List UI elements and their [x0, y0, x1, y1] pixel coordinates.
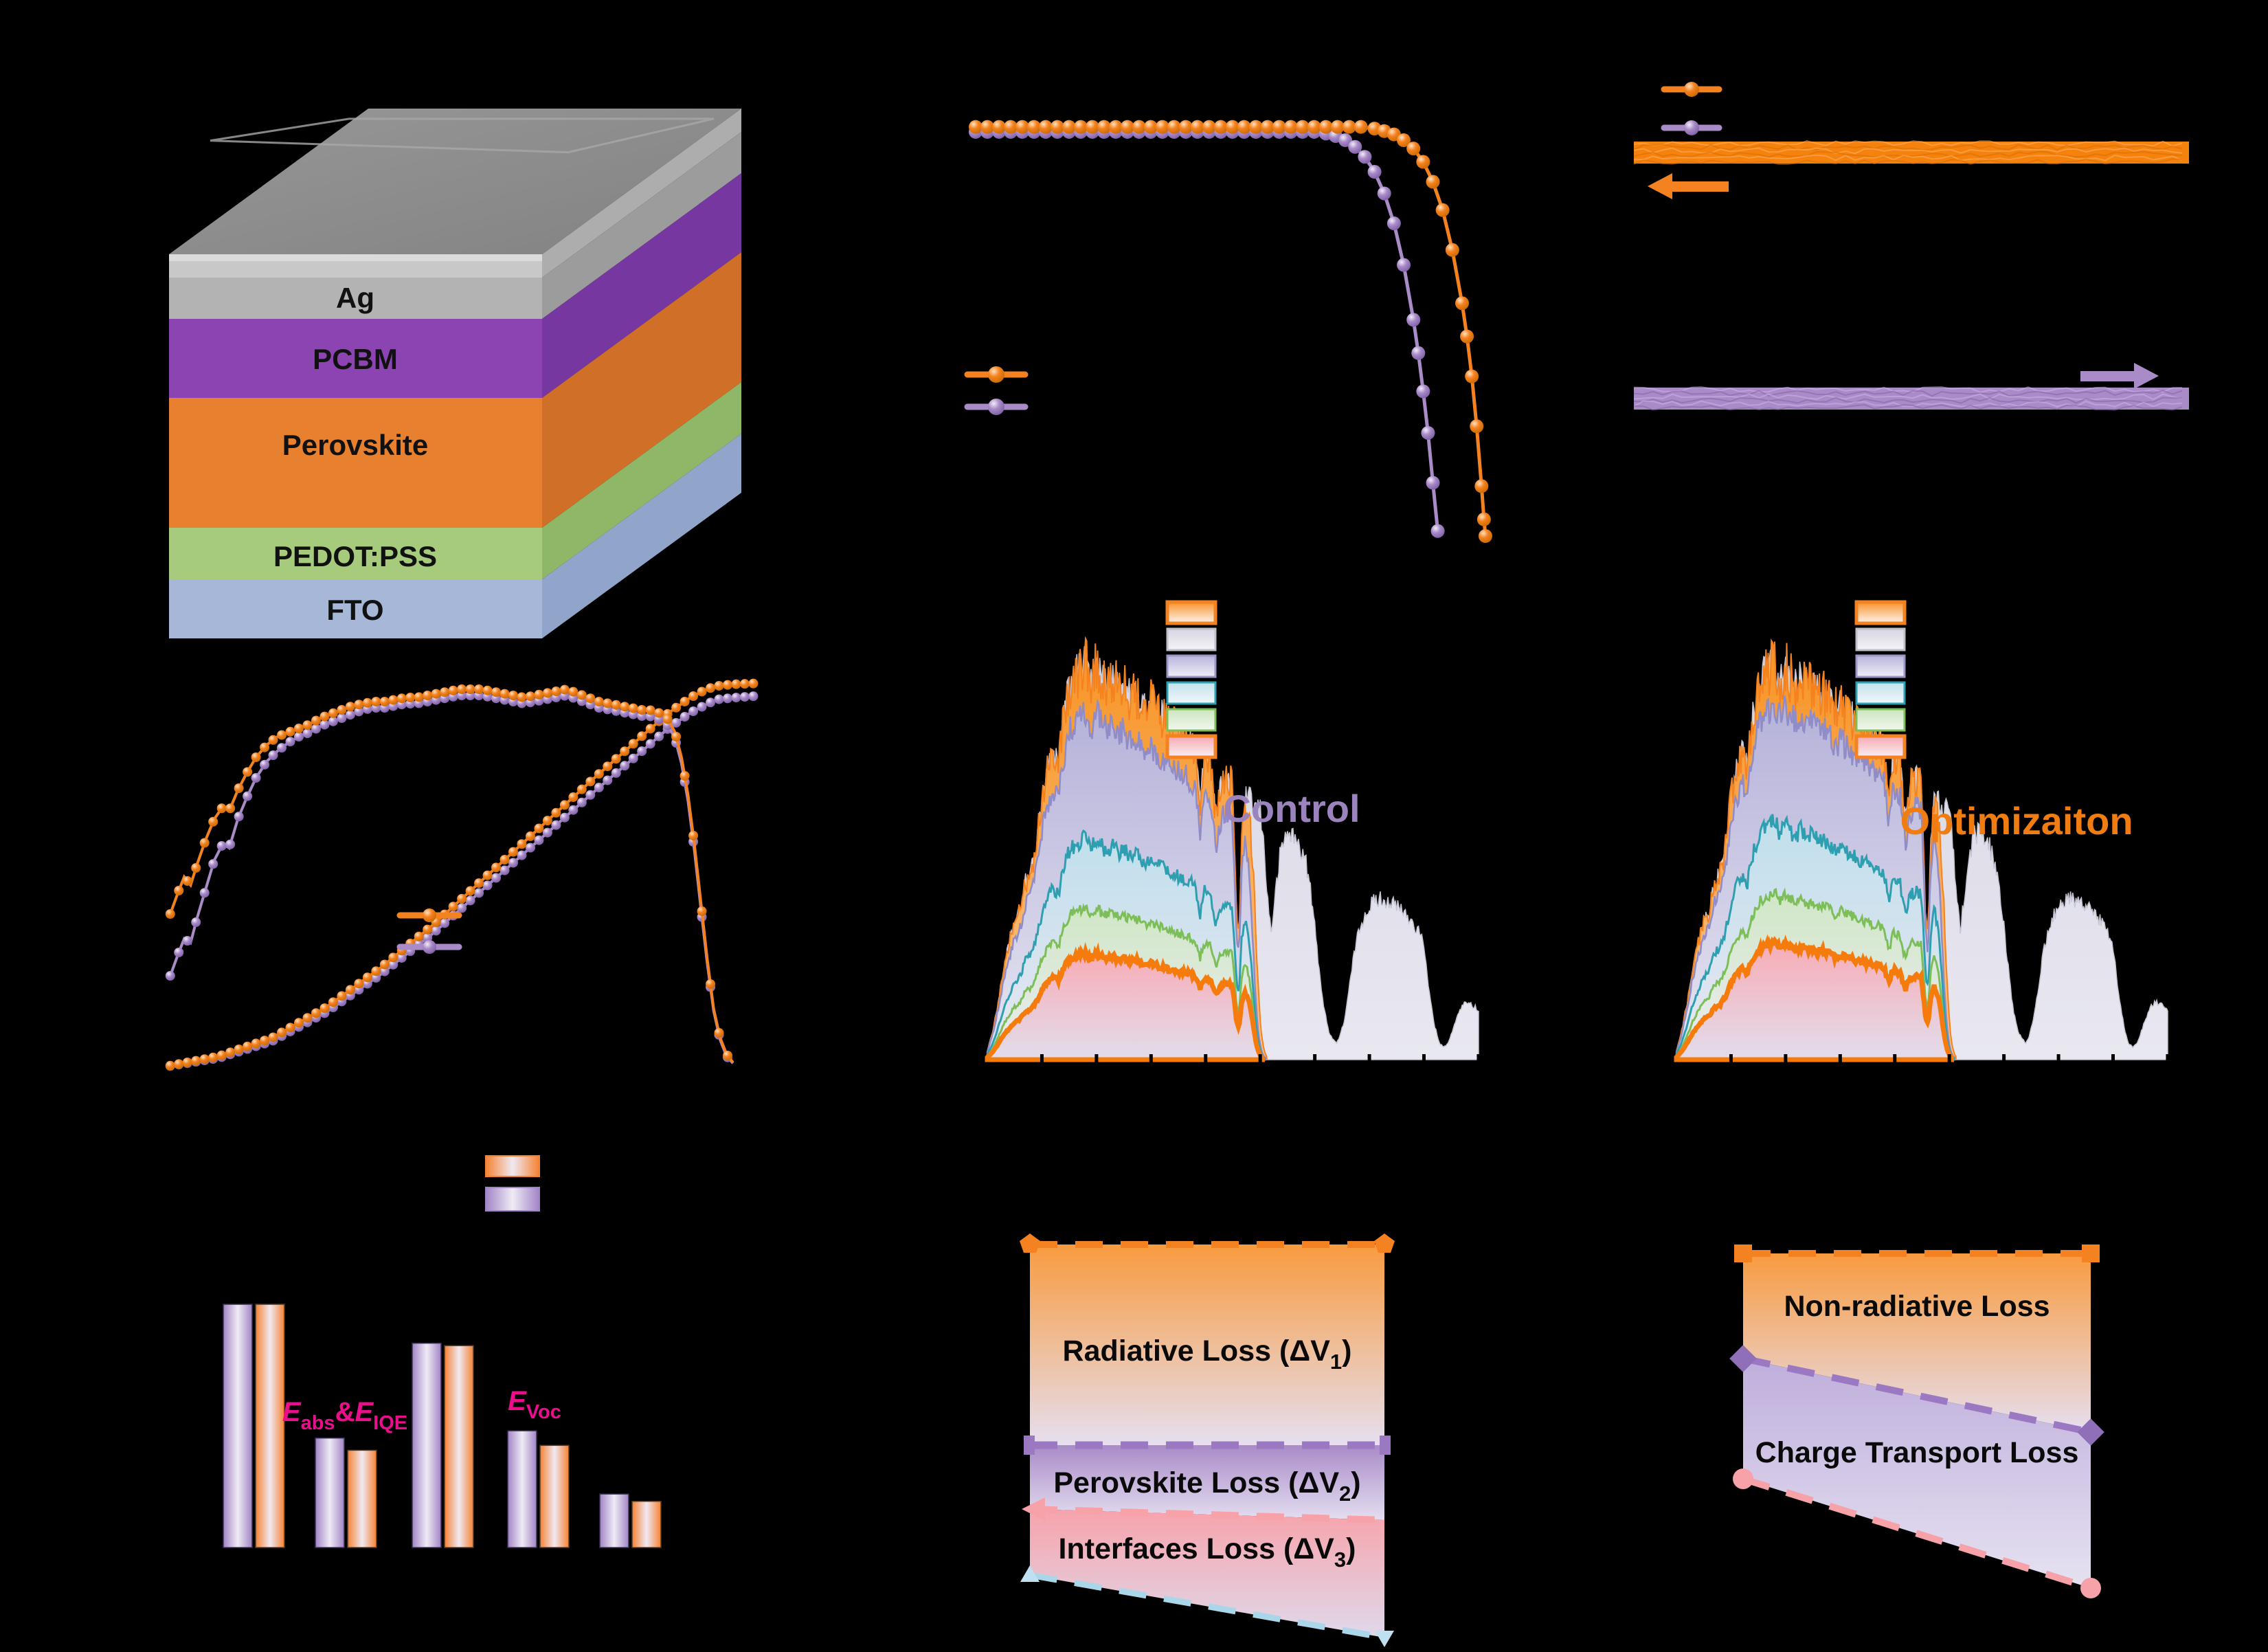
panel-loss-right: Non-radiative Loss Charge Transport Loss	[1729, 1244, 2104, 1598]
spectrum-output-area	[985, 941, 1265, 1062]
left-direction-arrow	[1648, 173, 1672, 199]
label-perovskite-loss: Perovskite Loss (ΔV2)	[1053, 1466, 1360, 1506]
bottom-line	[1029, 1572, 1385, 1641]
panel-stability-bands	[1633, 82, 2189, 411]
eqe-curve-control	[168, 693, 734, 1064]
transport-bottom-line	[1742, 1475, 2092, 1592]
spectrum-legend-swatch-gray	[1855, 627, 1906, 651]
layer-label-pcbm: PCBM	[313, 343, 398, 375]
spectrum-optimization-geometry	[1674, 600, 2170, 1071]
spectrum-legend-swatch-green	[1855, 708, 1906, 732]
spectrum-legend-swatch-pink	[1165, 734, 1217, 759]
bar-control-5	[599, 1493, 629, 1548]
spectrum-legend-swatch-blue	[1855, 681, 1906, 705]
loss-center-geometry	[1020, 1234, 1395, 1647]
layer-label-pedotpss: PEDOT:PSS	[273, 540, 437, 572]
spectrum-legend-swatch-pink	[1854, 734, 1907, 759]
spectrum-legend-swatch-orange	[1854, 600, 1907, 625]
label-nonradiative-loss: Non-radiative Loss	[1784, 1290, 2050, 1323]
control-title: Control	[1223, 787, 1360, 830]
device-stack-geometry	[169, 109, 741, 638]
bar-control-4	[507, 1430, 537, 1548]
label-eabs-eiqe: Eabs&EIQE	[282, 1397, 407, 1434]
jsc-curve-optimization	[170, 682, 755, 1067]
label-evoc: EVoc	[508, 1386, 561, 1423]
bar-optimization-5	[631, 1500, 662, 1548]
bar-optimization-4	[539, 1444, 570, 1548]
spectrum-legend-swatch-blue	[1166, 681, 1217, 705]
bar-optimization-3	[444, 1345, 474, 1548]
bar-optimization-1	[255, 1304, 285, 1548]
panel-spectrum-control: Control	[985, 600, 1481, 1071]
jv-curve-optimization	[976, 125, 1487, 537]
spectrum-legend-swatch-periwinkle	[1855, 654, 1906, 678]
right-direction-arrow	[2134, 363, 2159, 389]
nonradiative-bottom-line	[1742, 1355, 2092, 1436]
panel-spectrum-optimization: Optimizaiton	[1674, 600, 2170, 1071]
panel-device-stack: Ag PCBM Perovskite PEDOT:PSS FTO	[169, 109, 741, 638]
bars-geometry	[223, 1155, 662, 1548]
spectrum-control-geometry	[985, 600, 1481, 1071]
jsc-curve-control	[170, 695, 755, 1068]
bars-legend-optimization-swatch	[485, 1155, 540, 1177]
jv-curve-control	[976, 130, 1440, 531]
bar-optimization-2	[347, 1449, 377, 1548]
spectrum-legend-swatch-orange	[1165, 600, 1217, 625]
bars-legend-control-swatch	[485, 1187, 540, 1212]
spectrum-output-area	[1674, 934, 1954, 1062]
loss-right-geometry	[1729, 1244, 2104, 1598]
spectrum-legend-swatch-gray	[1166, 627, 1217, 651]
spectrum-legend-swatch-green	[1166, 708, 1217, 732]
layer-label-ag: Ag	[336, 282, 374, 314]
bar-control-1	[223, 1304, 253, 1548]
spectrum-legend-swatch-periwinkle	[1166, 654, 1217, 678]
layer-label-fto: FTO	[326, 594, 383, 626]
label-charge-transport-loss: Charge Transport Loss	[1755, 1436, 2079, 1469]
panel-loss-center: Radiative Loss (ΔV1) Perovskite Loss (ΔV…	[1020, 1234, 1395, 1647]
panel-loss-bars: Eabs&EIQE EVoc	[223, 1155, 662, 1548]
optimization-title: Optimizaiton	[1900, 799, 2133, 842]
label-interfaces-loss: Interfaces Loss (ΔV3)	[1059, 1532, 1356, 1572]
bar-control-2	[315, 1437, 345, 1548]
bar-control-3	[412, 1342, 442, 1548]
interfaces-top-line	[1029, 1506, 1385, 1523]
panel-eqe	[165, 678, 759, 1071]
label-radiative-loss: Radiative Loss (ΔV1)	[1063, 1335, 1352, 1374]
layer-label-perovskite: Perovskite	[282, 429, 428, 461]
panel-jv-curves	[964, 120, 1492, 543]
